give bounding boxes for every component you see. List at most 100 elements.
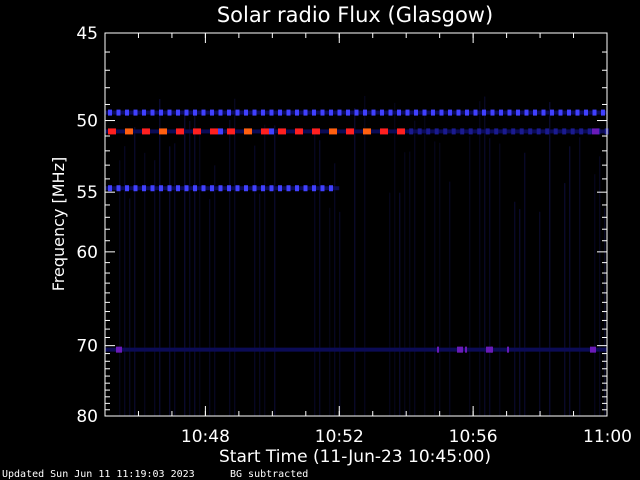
lane-dash — [184, 109, 189, 116]
lane-baseline — [105, 129, 407, 134]
lane-dash — [502, 128, 507, 135]
lane-dash — [150, 185, 155, 192]
texture-streak — [209, 199, 211, 416]
lane-dash — [201, 185, 206, 192]
lane-dash — [227, 109, 231, 116]
lane-dash — [193, 185, 197, 192]
lane-dash — [261, 128, 269, 135]
lane-dash — [567, 109, 571, 116]
footer-updated: Updated Sun Jun 11 11:19:03 2023 — [2, 469, 195, 480]
lane-dash — [465, 109, 469, 116]
texture-streak — [439, 142, 441, 417]
lane-dash — [592, 128, 599, 135]
texture-streak — [469, 136, 471, 416]
lane-dash — [601, 109, 605, 116]
lane-dash — [451, 128, 456, 135]
lane-baseline — [105, 347, 607, 352]
y-axis: 45 50 55 60 70 80 — [76, 24, 607, 427]
lane-dash — [511, 128, 516, 135]
lane-dash — [570, 128, 575, 135]
lane-dash — [159, 128, 167, 135]
lane-dash — [312, 109, 316, 116]
emission-lanes — [105, 109, 609, 353]
texture-streak — [579, 137, 581, 416]
y-axis-label: Frequency [MHz] — [49, 157, 68, 291]
lane-dash — [184, 185, 189, 192]
y-tick-label: 80 — [76, 407, 98, 427]
lane-dash — [371, 109, 376, 116]
lane-dash — [448, 109, 452, 116]
texture-streak — [154, 160, 156, 416]
lane-dash — [142, 128, 150, 135]
emission-lane — [105, 185, 340, 192]
y-tick-label: 70 — [76, 337, 98, 357]
footer-note: BG subtracted — [230, 469, 308, 480]
x-tick-label: 10:56 — [449, 427, 498, 447]
texture-streak — [594, 174, 596, 416]
texture-streak — [339, 211, 341, 416]
chart-title: Solar radio Flux (Glasgow) — [217, 3, 493, 27]
texture-streak — [354, 108, 356, 417]
texture-streak — [334, 163, 336, 416]
texture-streak — [159, 99, 161, 417]
lane-dash — [541, 109, 546, 116]
lane-dash — [303, 185, 308, 192]
lane-dash — [116, 346, 122, 353]
texture-streak — [599, 156, 601, 417]
lane-dash — [159, 185, 163, 192]
lane-dash — [473, 109, 478, 116]
lane-dash — [575, 109, 580, 116]
texture-streak — [389, 192, 391, 416]
y-tick-label: 50 — [76, 112, 98, 132]
spectrogram-texture — [119, 95, 606, 417]
texture-streak — [199, 135, 201, 416]
lane-dash — [193, 109, 197, 116]
lane-dash — [244, 185, 248, 192]
lane-dash — [486, 346, 492, 353]
lane-dash — [286, 109, 291, 116]
lane-dash — [354, 109, 359, 116]
lane-dash — [533, 109, 537, 116]
texture-streak — [549, 102, 551, 416]
x-axis-label: Start Time (11-Jun-23 10:45:00) — [219, 447, 491, 467]
texture-streak — [119, 160, 121, 416]
texture-streak — [214, 165, 216, 416]
texture-streak — [434, 141, 436, 416]
lane-dash — [218, 185, 223, 192]
lane-dash — [201, 109, 206, 116]
lane-dash — [491, 346, 493, 353]
lane-dash — [477, 128, 482, 135]
lane-dash — [133, 185, 138, 192]
y-tick-label: 55 — [76, 183, 98, 203]
texture-streak — [604, 208, 606, 416]
lane-dash — [417, 128, 422, 135]
lane-dash — [210, 185, 214, 192]
lane-dash — [380, 128, 388, 135]
texture-streak — [484, 96, 486, 416]
lane-dash — [434, 128, 439, 135]
texture-streak — [229, 119, 231, 416]
lane-dash — [553, 128, 558, 135]
texture-streak — [514, 201, 516, 416]
lane-dash — [405, 109, 410, 116]
texture-streak — [539, 211, 541, 416]
lane-dash — [320, 185, 325, 192]
lane-dash — [507, 109, 512, 116]
lane-dash — [363, 128, 371, 135]
lane-dash — [210, 109, 214, 116]
lane-dash — [193, 128, 201, 135]
lane-dash — [261, 109, 265, 116]
lane-dash — [167, 109, 172, 116]
lane-dash — [227, 185, 231, 192]
lane-dash — [329, 185, 333, 192]
lane-dash — [312, 185, 316, 192]
lane-dash — [485, 128, 490, 135]
lane-dash — [116, 185, 121, 192]
lane-dash — [142, 109, 146, 116]
texture-streak — [129, 198, 131, 416]
lane-dash — [312, 128, 320, 135]
lane-dash — [176, 185, 180, 192]
emission-lane — [105, 109, 607, 116]
lane-dash — [468, 128, 473, 135]
lane-dash — [252, 185, 257, 192]
